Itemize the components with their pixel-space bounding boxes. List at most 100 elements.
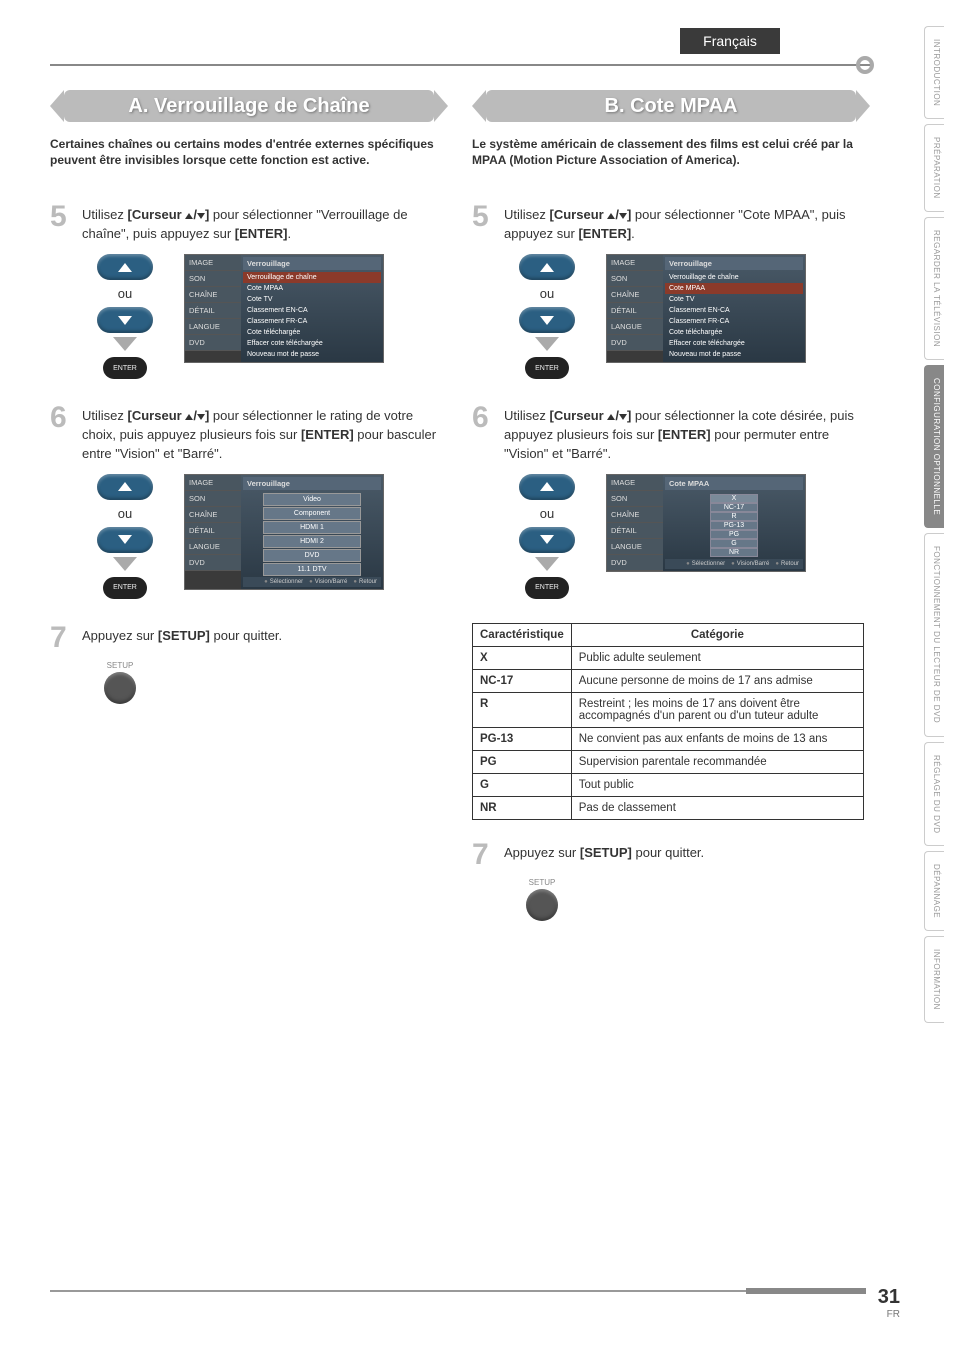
osd-footer-item: Sélectionner <box>264 579 303 585</box>
step-number-6: 6 <box>472 403 494 464</box>
osd-sidebar-item: SON <box>607 271 663 287</box>
side-tab[interactable]: INFORMATION <box>924 936 944 1023</box>
left-diagram-2: ou ENTER IMAGESONCHAÎNEDÉTAILLANGUEDVD V… <box>90 474 448 599</box>
rating-description: Supervision parentale recommandée <box>571 750 863 773</box>
osd-menu-row: Classement EN-CA <box>665 305 803 316</box>
page-number: 31 FR <box>878 1286 900 1320</box>
remote-enter-button[interactable]: ENTER <box>525 357 569 379</box>
right-step-6: 6 Utilisez [Curseur /] pour sélectionner… <box>472 403 870 464</box>
rating-code: PG <box>473 750 572 773</box>
osd-menu-header: Verrouillage <box>243 477 381 490</box>
or-label: ou <box>540 506 554 521</box>
osd-sidebar-item: IMAGE <box>185 475 241 491</box>
step-number-6: 6 <box>50 403 72 464</box>
remote-down-button[interactable] <box>519 527 575 553</box>
osd-menu-mpaa: IMAGESONCHAÎNEDÉTAILLANGUEDVD Cote MPAA … <box>606 474 806 572</box>
remote-down-button[interactable] <box>97 527 153 553</box>
remote-up-button[interactable] <box>519 254 575 280</box>
side-tab[interactable]: INTRODUCTION <box>924 26 944 119</box>
right-diagram-2: ou ENTER IMAGESONCHAÎNEDÉTAILLANGUEDVD C… <box>512 474 870 599</box>
osd-menu-row: Cote téléchargée <box>665 327 803 338</box>
remote-enter-button[interactable]: ENTER <box>103 357 147 379</box>
content-columns: A. Verrouillage de Chaîne Certaines chaî… <box>50 90 870 921</box>
osd-footer: SélectionnerVision/BarréRetour <box>243 577 381 587</box>
remote-down-button[interactable] <box>97 307 153 333</box>
rating-description: Pas de classement <box>571 796 863 819</box>
remote-down-button[interactable] <box>519 307 575 333</box>
section-a-heading: A. Verrouillage de Chaîne <box>50 90 448 122</box>
osd-menu-header: Verrouillage <box>243 257 381 270</box>
footer-divider <box>50 1290 866 1292</box>
osd-menu-verrouillage: IMAGESONCHAÎNEDÉTAILLANGUEDVD Verrouilla… <box>606 254 806 363</box>
step-number-7: 7 <box>472 840 494 870</box>
remote-up-button[interactable] <box>519 474 575 500</box>
table-row: PGSupervision parentale recommandée <box>473 750 864 773</box>
cursor-buttons: ou ENTER <box>512 254 582 379</box>
osd-rating-item: NC-17 <box>710 503 758 512</box>
osd-sidebar-item: SON <box>185 271 241 287</box>
left-step-5: 5 Utilisez [Curseur /] pour sélectionner… <box>50 202 448 244</box>
remote-enter-button[interactable]: ENTER <box>103 577 147 599</box>
remote-up-button[interactable] <box>97 254 153 280</box>
rating-description: Restreint ; les moins de 17 ans doivent … <box>571 692 863 727</box>
rating-code: R <box>473 692 572 727</box>
table-row: NRPas de classement <box>473 796 864 819</box>
left-step-6: 6 Utilisez [Curseur /] pour sélectionner… <box>50 403 448 464</box>
osd-menu-row: Cote MPAA <box>243 283 381 294</box>
side-tab[interactable]: DÉPANNAGE <box>924 851 944 931</box>
osd-sidebar-item: CHAÎNE <box>185 507 241 523</box>
right-step-5: 5 Utilisez [Curseur /] pour sélectionner… <box>472 202 870 244</box>
step-number-5: 5 <box>50 202 72 244</box>
osd-rating-item: G <box>710 539 758 548</box>
osd-menu-row: Classement EN-CA <box>243 305 381 316</box>
side-tab[interactable]: CONFIGURATION OPTIONNELLE <box>924 365 944 528</box>
osd-sidebar: IMAGESONCHAÎNEDÉTAILLANGUEDVD <box>185 255 241 362</box>
osd-sidebar-item: LANGUE <box>185 319 241 335</box>
section-a-intro: Certaines chaînes ou certains modes d'en… <box>50 136 448 168</box>
rating-code: NR <box>473 796 572 819</box>
osd-rating-item: R <box>710 512 758 521</box>
osd-sidebar-item: CHAÎNE <box>185 287 241 303</box>
side-tab[interactable]: FONCTIONNEMENT DU LECTEUR DE DVD <box>924 533 944 736</box>
side-tab[interactable]: PRÉPARATION <box>924 124 944 212</box>
remote-enter-button[interactable]: ENTER <box>525 577 569 599</box>
right-diagram-1: ou ENTER IMAGESONCHAÎNEDÉTAILLANGUEDVD V… <box>512 254 870 379</box>
rating-code: NC-17 <box>473 669 572 692</box>
osd-sidebar: IMAGESONCHAÎNEDÉTAILLANGUEDVD <box>607 255 663 362</box>
mpaa-rating-table: Caractéristique Catégorie XPublic adulte… <box>472 623 864 820</box>
osd-rating-item: PG-13 <box>710 521 758 530</box>
header-circle-icon <box>856 56 874 74</box>
osd-menu-channel-lock: IMAGESONCHAÎNEDÉTAILLANGUEDVD Verrouilla… <box>184 474 384 590</box>
side-tab[interactable]: REGARDER LA TÉLÉVISION <box>924 217 944 360</box>
left-step-7: 7 Appuyez sur [SETUP] pour quitter. <box>50 623 448 653</box>
flow-arrow-icon <box>113 557 137 571</box>
osd-menu-row: Effacer cote téléchargée <box>665 338 803 349</box>
remote-setup-button[interactable] <box>526 889 558 921</box>
osd-sidebar-item: CHAÎNE <box>607 287 663 303</box>
osd-menu-row: HDMI 2 <box>263 535 361 548</box>
right-step-7-text: Appuyez sur [SETUP] pour quitter. <box>504 840 870 870</box>
remote-setup-button[interactable] <box>104 672 136 704</box>
osd-menu-row: Cote TV <box>665 294 803 305</box>
osd-sidebar-item: LANGUE <box>607 539 663 555</box>
step-number-5: 5 <box>472 202 494 244</box>
right-step-6-text: Utilisez [Curseur /] pour sélectionner l… <box>504 403 870 464</box>
page-lang-code: FR <box>878 1309 900 1320</box>
osd-sidebar-item: DVD <box>185 335 241 351</box>
osd-sidebar-item: DÉTAIL <box>185 523 241 539</box>
table-row: RRestreint ; les moins de 17 ans doivent… <box>473 692 864 727</box>
rating-code: G <box>473 773 572 796</box>
left-diagram-1: ou ENTER IMAGESONCHAÎNEDÉTAILLANGUEDVD V… <box>90 254 448 379</box>
right-step-7: 7 Appuyez sur [SETUP] pour quitter. <box>472 840 870 870</box>
osd-menu-row: DVD <box>263 549 361 562</box>
table-header-category: Catégorie <box>571 623 863 646</box>
side-tab[interactable]: RÉGLAGE DU DVD <box>924 742 944 847</box>
osd-menu-row: 11.1 DTV <box>263 563 361 576</box>
osd-sidebar-item: DVD <box>607 335 663 351</box>
setup-button-illustration: SETUP <box>90 661 150 704</box>
osd-menu-header: Cote MPAA <box>665 477 803 490</box>
remote-up-button[interactable] <box>97 474 153 500</box>
osd-sidebar-item: LANGUE <box>185 539 241 555</box>
left-step-6-text: Utilisez [Curseur /] pour sélectionner l… <box>82 403 448 464</box>
osd-menu-header: Verrouillage <box>665 257 803 270</box>
